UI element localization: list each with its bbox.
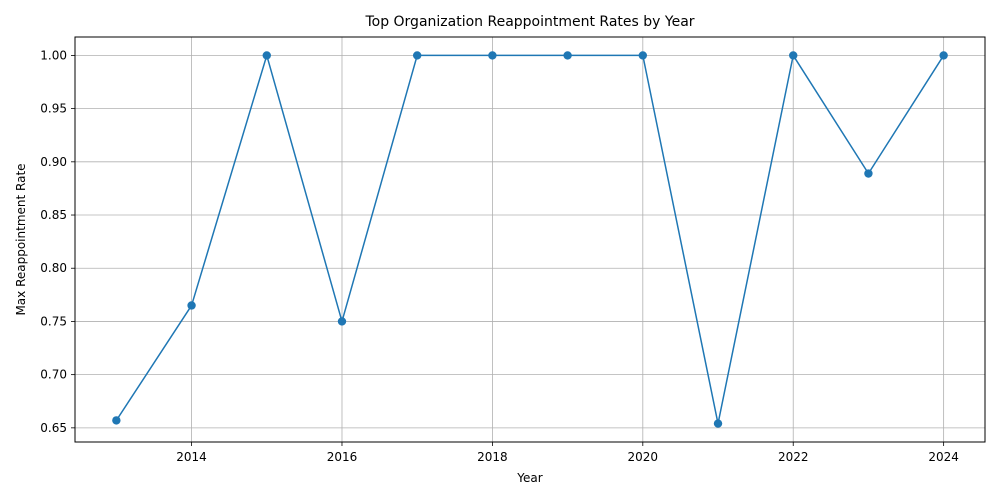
- data-point: [638, 51, 648, 60]
- y-tick-label: 0.95: [40, 102, 67, 116]
- y-tick-label: 1.00: [40, 48, 67, 62]
- chart-title: Top Organization Reappointment Rates by …: [364, 14, 694, 30]
- y-tick-label: 0.85: [40, 208, 67, 222]
- y-tick-label: 0.80: [40, 261, 67, 275]
- x-tick-label: 2018: [477, 450, 508, 464]
- plot-frame: [74, 36, 986, 443]
- x-axis-label: Year: [516, 471, 542, 485]
- y-tick-label: 0.65: [40, 421, 67, 435]
- data-point: [864, 169, 873, 178]
- data-point: [337, 317, 347, 326]
- data-point: [112, 416, 121, 425]
- y-tick-label: 0.70: [40, 368, 67, 382]
- data-point: [187, 301, 196, 310]
- data-point: [939, 51, 948, 60]
- y-axis-ticks: 0.65 0.70 0.75 0.80 0.85 0.90 0.95 1.00: [40, 48, 75, 435]
- x-tick-label: 2014: [176, 450, 207, 464]
- series-line: [115, 54, 945, 425]
- x-tick-label: 2024: [928, 450, 959, 464]
- x-axis-ticks: 2014 2016 2018 2020 2022 2024: [176, 442, 959, 464]
- series-layer: [112, 51, 948, 428]
- x-tick-label: 2022: [778, 450, 809, 464]
- y-tick-label: 0.75: [40, 314, 67, 328]
- data-point: [412, 51, 422, 60]
- y-tick-label: 0.90: [40, 155, 67, 169]
- x-tick-label: 2016: [327, 450, 358, 464]
- data-point: [713, 419, 723, 428]
- data-point: [563, 51, 572, 60]
- data-point: [789, 51, 798, 60]
- data-point: [262, 51, 271, 60]
- y-axis-label: Max Reappointment Rate: [14, 163, 28, 315]
- data-point: [488, 51, 497, 60]
- x-tick-label: 2020: [628, 450, 659, 464]
